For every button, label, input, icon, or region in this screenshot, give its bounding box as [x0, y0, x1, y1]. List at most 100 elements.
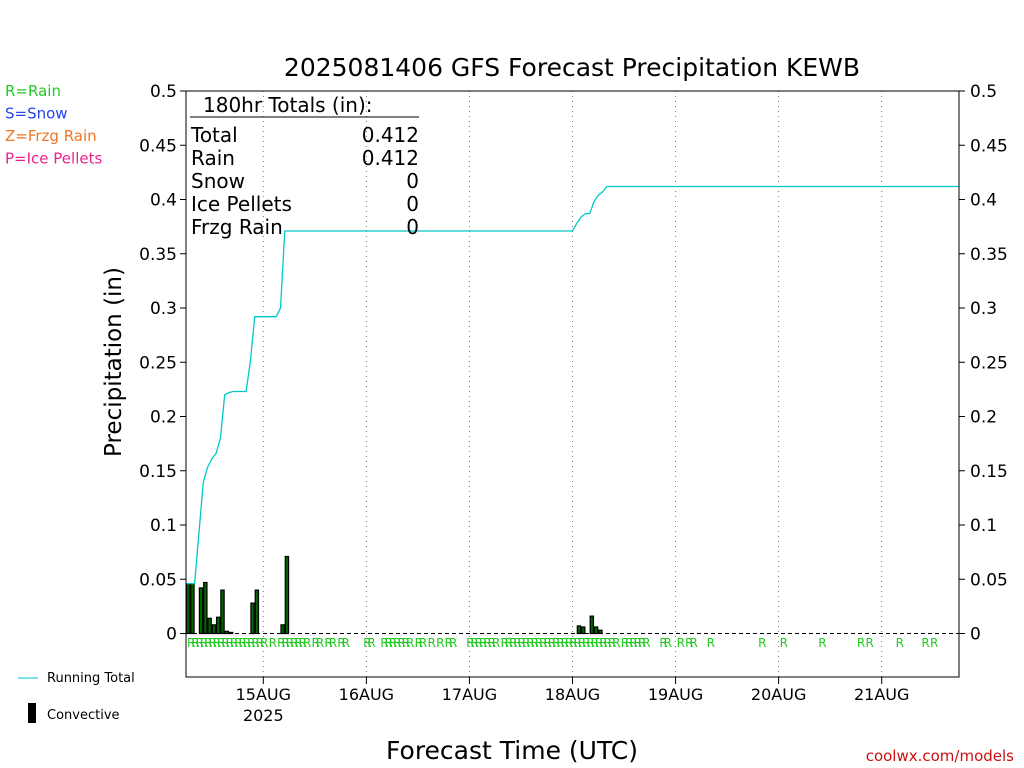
rain-marker: R [436, 636, 444, 650]
rain-marker: R [247, 636, 255, 650]
totals-row-value: 0.412 [362, 146, 419, 170]
rain-marker: R [621, 636, 629, 650]
rain-marker: R [896, 636, 904, 650]
totals-row-value: 0.412 [362, 123, 419, 147]
precip-bar [203, 581, 208, 635]
y-axis-right: 0 0.05 0.1 0.15 0.2 0.25 0.3 0.35 0.4 0.45 0.5 [959, 82, 1008, 645]
x-axis-title: Forecast Time (UTC) [386, 736, 638, 765]
rain-marker: R [921, 636, 929, 650]
rain-marker: R [552, 636, 560, 650]
rain-marker: R [286, 636, 294, 650]
y-tick-label-right: 0.1 [970, 516, 997, 536]
y-tick-label-left: 0.5 [150, 82, 177, 102]
rain-marker: R [466, 636, 474, 650]
rain-marker: R [337, 636, 345, 650]
rain-marker: R [758, 636, 766, 650]
y-tick-label-right: 0.15 [970, 462, 1008, 482]
rain-marker: R [402, 636, 410, 650]
y-tick-label-left: 0 [166, 625, 177, 645]
totals-row-value: 0 [406, 215, 419, 239]
precip-bar [185, 582, 191, 635]
rain-marker: R [531, 636, 539, 650]
rain-marker: R [342, 636, 350, 650]
precip-bar [280, 624, 285, 635]
y-axis-title: Precipitation (in) [101, 267, 127, 457]
rain-marker: R [642, 636, 650, 650]
precip-bar [576, 625, 582, 635]
y-tick-label-right: 0.05 [970, 570, 1008, 590]
totals-row-label: Total [190, 123, 238, 147]
rain-marker: R [574, 636, 582, 650]
rain-marker: R [818, 636, 826, 650]
precip-bar [224, 630, 230, 635]
rain-marker: R [522, 636, 530, 650]
x-tick-label: 19AUG [648, 685, 703, 704]
rain-marker: R [578, 636, 586, 650]
rain-marker: R [475, 636, 483, 650]
totals-row-value: 0 [406, 169, 419, 193]
totals-box: 180hr Totals (in): Total 0.412 Rain 0.412 Sn… [190, 93, 419, 239]
rain-marker: R [664, 636, 672, 650]
type-legend-entry: Z=Frzg Rain [5, 127, 97, 145]
rain-marker: R [385, 636, 393, 650]
rain-marker: R [604, 636, 612, 650]
chart-title: 2025081406 GFS Forecast Precipitation KE… [284, 53, 860, 82]
y-tick-label-right: 0 [970, 625, 981, 645]
rain-marker: R [526, 636, 534, 650]
rain-marker: R [556, 636, 564, 650]
rain-marker: R [303, 636, 311, 650]
rain-marker: R [518, 636, 526, 650]
rain-marker: R [316, 636, 324, 650]
rain-marker: R [535, 636, 543, 650]
rain-marker: R [243, 636, 251, 650]
rain-marker: R [634, 636, 642, 650]
rain-marker: R [500, 636, 508, 650]
rain-marker: R [689, 636, 697, 650]
precip-bar [198, 587, 204, 635]
precipitation-bars [185, 555, 603, 635]
x-axis: 15AUG 2025 16AUG 17AUG 18AUG 19AUG 20AUG 21AUG [236, 677, 909, 725]
y-axis-left: 0 0.05 0.1 0.15 0.2 0.25 0.3 0.35 0.4 0.45 0.5 [139, 82, 186, 645]
precip-bar [211, 624, 217, 635]
running-total-line [186, 185, 959, 585]
y-tick-label-left: 0.25 [139, 353, 177, 373]
rain-marker: R [509, 636, 517, 650]
y-tick-label-left: 0.35 [139, 245, 177, 265]
rain-marker: R [200, 636, 208, 650]
rain-marker: R [230, 636, 238, 650]
y-tick-label-left: 0.45 [139, 136, 177, 156]
x-tick-label: 21AUG [854, 685, 909, 704]
totals-row-label: Snow [191, 169, 245, 193]
rain-marker: R [599, 636, 607, 650]
totals-row-value: 0 [406, 192, 419, 216]
totals-row-label: Frzg Rain [191, 215, 283, 239]
rain-marker: R [539, 636, 547, 650]
y-tick-label-left: 0.4 [150, 191, 177, 211]
type-legend-entry: R=Rain [5, 82, 61, 100]
rain-marker: R [591, 636, 599, 650]
rain-marker: R [582, 636, 590, 650]
rain-marker: R [312, 636, 320, 650]
rain-marker: R [234, 636, 242, 650]
y-tick-label-right: 0.4 [970, 191, 997, 211]
y-tick-label-left: 0.2 [150, 408, 177, 428]
rain-marker: R [659, 636, 667, 650]
rain-marker: R [367, 636, 375, 650]
rain-marker: R [260, 636, 268, 650]
precip-bar [220, 589, 225, 635]
precip-bar [250, 602, 255, 635]
y-tick-label-right: 0.45 [970, 136, 1008, 156]
rain-marker: R [445, 636, 453, 650]
x-tick-label: 17AUG [442, 685, 497, 704]
rain-marker: R [483, 636, 491, 650]
precip-bar [598, 629, 603, 635]
rain-marker: R [685, 636, 693, 650]
precip-bar [593, 626, 599, 635]
rain-marker: R [256, 636, 264, 650]
type-legend-entry: P=Ice Pellets [5, 150, 102, 168]
y-tick-label-left: 0.15 [139, 462, 177, 482]
y-tick-label-right: 0.3 [970, 299, 997, 319]
running-total-series [186, 185, 959, 585]
rain-marker: R [565, 636, 573, 650]
